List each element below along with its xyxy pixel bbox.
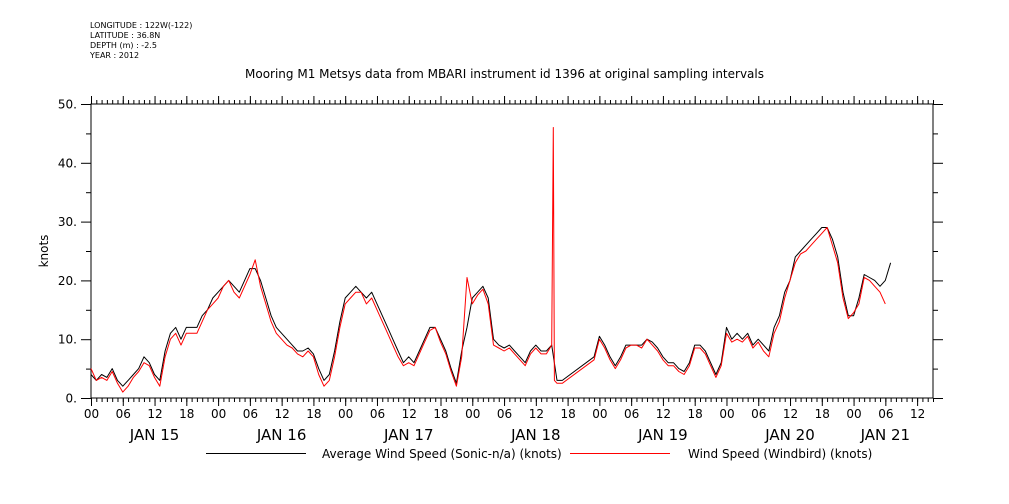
x-hour-label: 06 [878,407,893,421]
y-tick-label: 40. [58,156,77,170]
x-hour-label: 12 [529,407,544,421]
x-day-label: JAN 15 [129,426,180,444]
x-hour-label: 00 [338,407,353,421]
mooring-metadata: LONGITUDE : 122W(-122) LATITUDE : 36.8N … [90,21,192,61]
year-label: YEAR : 2012 [90,51,140,60]
axes: 00 06 12 18 00 06 12 18 00 06 12 18 00 06 12 18 00 06 12 18… [37,96,943,444]
y-tick-label: 50. [58,98,77,112]
y-tick-label: 10. [58,333,77,347]
x-hour-label: 18 [306,407,321,421]
x-day-label: JAN 20 [764,426,815,444]
x-hour-label: 06 [243,407,258,421]
series-lines [90,127,892,393]
x-hour-label: 06 [116,407,131,421]
y-axis-label: knots [37,235,51,268]
series-average-wind-speed [90,227,892,387]
x-hour-label: 00 [846,407,861,421]
x-hour-label: 18 [688,407,703,421]
longitude-label: LONGITUDE : 122W(-122) [90,21,193,30]
legend-label-average: Average Wind Speed (Sonic-n/a) (knots) [322,447,562,461]
x-hour-label: 12 [275,407,290,421]
y-tick-label: 30. [58,215,77,229]
x-hour-label: 00 [592,407,607,421]
x-hour-label: 18 [179,407,194,421]
series-windbird-wind-speed [90,127,886,393]
x-hour-label: 06 [370,407,385,421]
x-hour-label: 00 [84,407,99,421]
x-hour-label: 06 [624,407,639,421]
y-tick-label: 20. [58,274,77,288]
x-hour-label: 18 [433,407,448,421]
depth-label: DEPTH (m) : -2.5 [90,41,157,50]
x-day-label: JAN 18 [510,426,561,444]
x-hour-label: 00 [465,407,480,421]
x-hour-label: 12 [147,407,162,421]
x-hour-label: 12 [783,407,798,421]
plot-frame [90,103,934,399]
x-hour-label: 18 [815,407,830,421]
x-hour-label: 06 [751,407,766,421]
x-day-label: JAN 21 [860,426,911,444]
x-day-label: JAN 19 [637,426,688,444]
x-hour-label: 06 [497,407,512,421]
x-hour-label: 12 [402,407,417,421]
x-hour-label: 00 [211,407,226,421]
chart-title: Mooring M1 Metsys data from MBARI instru… [245,67,764,81]
y-tick-label: 0. [66,392,77,406]
x-hour-label: 18 [560,407,575,421]
legend: Average Wind Speed (Sonic-n/a) (knots) Wi… [206,447,872,461]
x-hour-label: 00 [719,407,734,421]
x-day-label: JAN 16 [256,426,307,444]
latitude-label: LATITUDE : 36.8N [90,31,161,40]
legend-label-windbird: Wind Speed (Windbird) (knots) [688,447,872,461]
x-hour-label: 12 [910,407,925,421]
x-hour-label: 12 [656,407,671,421]
x-day-label: JAN 17 [383,426,434,444]
